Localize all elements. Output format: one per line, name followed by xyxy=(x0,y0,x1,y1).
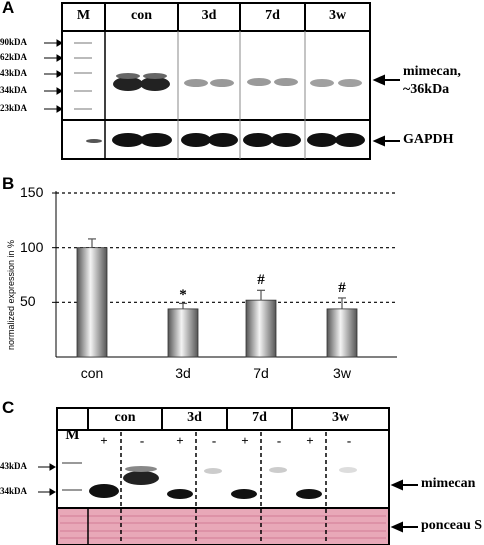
sublane-plus-7d: + xyxy=(241,433,249,448)
marker-lane-label-a: M xyxy=(76,8,91,23)
mimecan-label-c: mimecan xyxy=(421,476,476,491)
lane-label-7d-c: 7d xyxy=(252,410,267,425)
sublane-plus-3d: + xyxy=(176,433,184,448)
lane-label-3d-c: 3d xyxy=(187,410,202,425)
mw-43-c: 43kDA xyxy=(0,461,28,471)
sublane-minus-3w: - xyxy=(346,433,352,448)
mw-34: 34kDA xyxy=(0,85,28,95)
bar-7d xyxy=(245,299,277,358)
lane-label-3w-a: 3w xyxy=(328,8,347,23)
ponceau-label: ponceau S xyxy=(421,518,483,533)
sublane-minus-con: - xyxy=(139,433,145,448)
bar-3d xyxy=(167,308,199,358)
x-tick-label-7d: 7d xyxy=(253,365,269,381)
mimecan-bands-a xyxy=(113,73,362,91)
gapdh-label: GAPDH xyxy=(403,132,454,147)
panel-a-letter: A xyxy=(2,0,15,17)
chart-b xyxy=(52,191,397,358)
x-tick-label-con: con xyxy=(80,365,104,381)
lane-label-3d-a: 3d xyxy=(201,8,217,23)
mimecan-label-line2: ~36kDa xyxy=(403,82,450,97)
y-tick-label-150: 150 xyxy=(20,184,44,200)
marker-ladder-a xyxy=(74,42,92,110)
x-tick-label-3w: 3w xyxy=(333,365,351,381)
lane-label-con-c: con xyxy=(114,410,136,425)
gapdh-bands xyxy=(86,133,365,147)
marker-lane-label-c: M xyxy=(65,427,80,443)
lane-label-con-a: con xyxy=(131,8,152,23)
lane-label-3w-c: 3w xyxy=(331,410,350,425)
significance-marker-7d: # xyxy=(257,272,265,289)
x-tick-label-3d: 3d xyxy=(175,365,191,381)
bar-3w xyxy=(326,308,358,358)
mimecan-label-line1: mimecan, xyxy=(403,64,461,79)
panel-c-letter: C xyxy=(2,398,15,417)
bar-con xyxy=(76,247,108,358)
y-tick-label-50: 50 xyxy=(20,293,36,310)
sublane-plus-con: + xyxy=(100,433,108,448)
mw-62: 62kDA xyxy=(0,52,28,62)
mimecan-bands-c xyxy=(89,466,357,499)
lane-label-7d-a: 7d xyxy=(265,8,280,23)
mw-90: 90kDA xyxy=(0,37,28,47)
panel-b-letter: B xyxy=(2,174,15,193)
mw-23: 23kDA xyxy=(0,103,28,113)
mw-34-c: 34kDA xyxy=(0,486,28,496)
y-axis-label: normalized expression in % xyxy=(6,239,16,350)
sublane-plus-3w: + xyxy=(306,433,314,448)
significance-marker-3w: # xyxy=(338,279,346,296)
significance-marker-3d: * xyxy=(179,287,187,304)
mw-43: 43kDA xyxy=(0,68,28,78)
sublane-minus-3d: - xyxy=(211,433,217,448)
sublane-minus-7d: - xyxy=(276,433,282,448)
y-tick-label-100: 100 xyxy=(20,238,44,255)
